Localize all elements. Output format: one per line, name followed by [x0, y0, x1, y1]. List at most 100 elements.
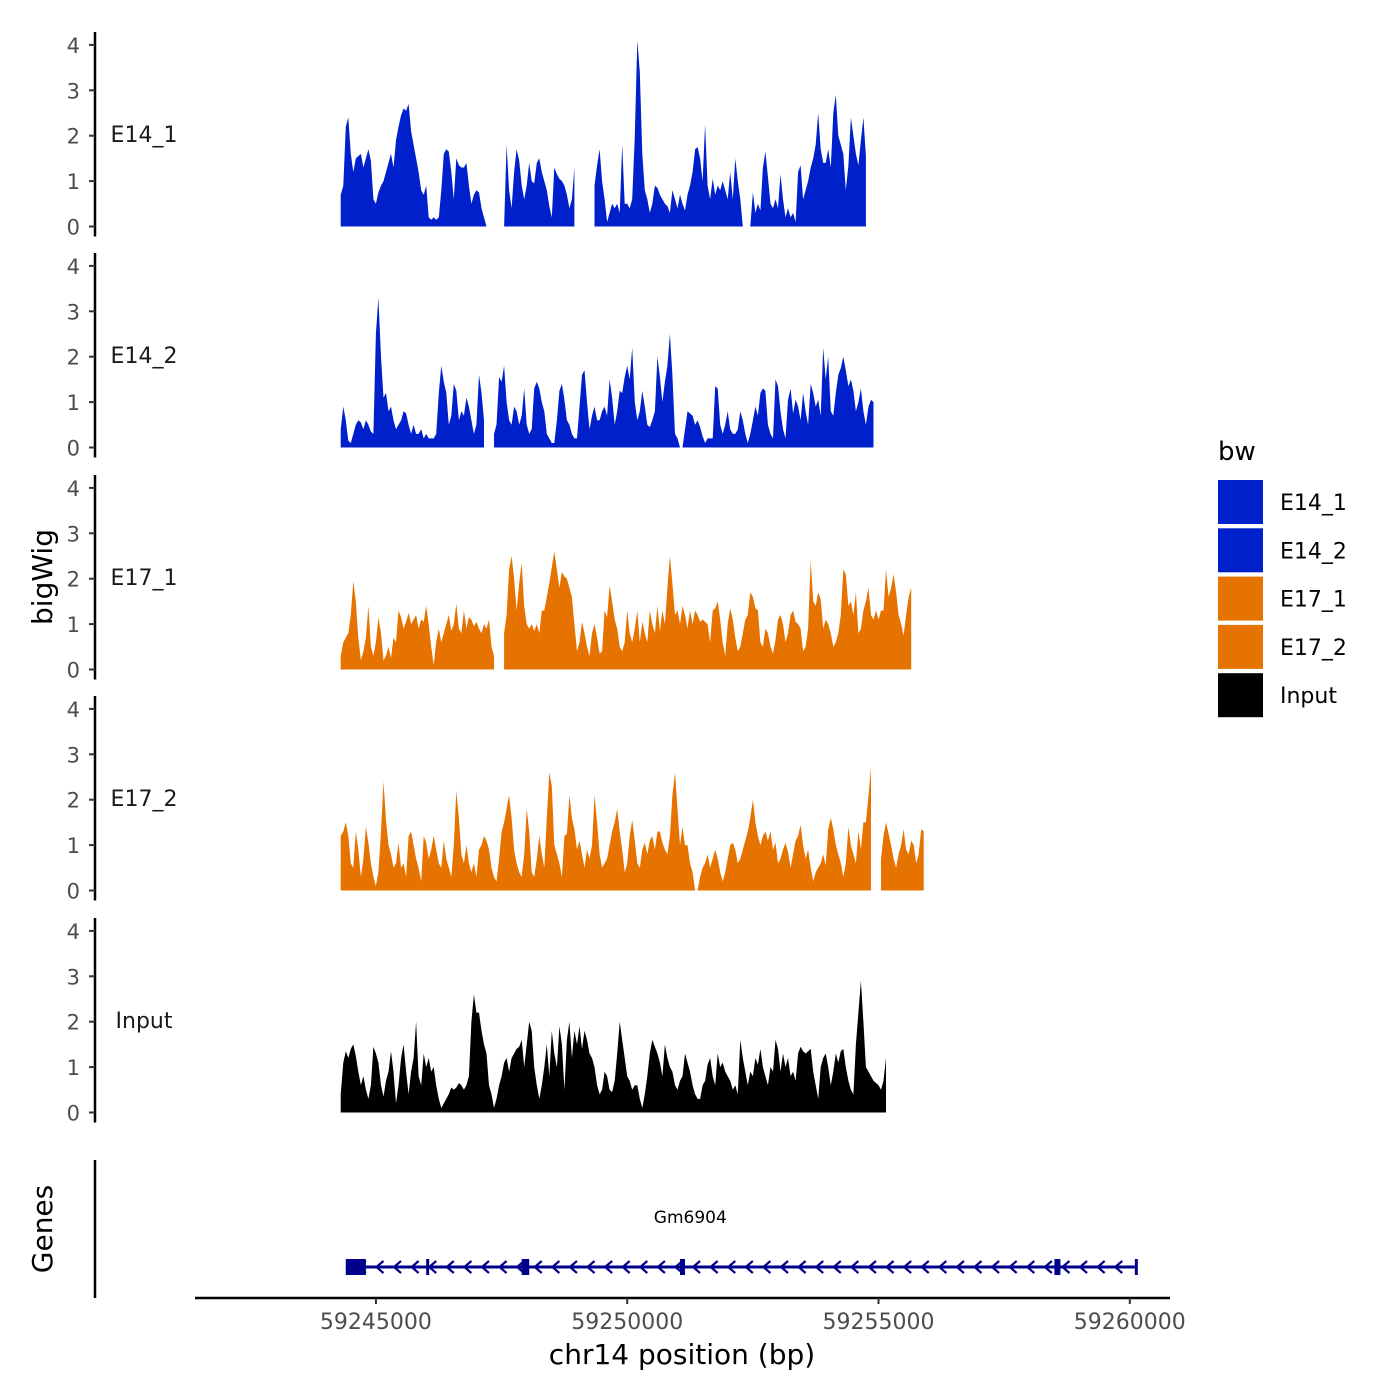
y-axis-label: bigWig [26, 529, 59, 625]
coverage-area-E14_1 [340, 103, 575, 227]
strand-arrow-icon [427, 1260, 437, 1274]
y-tick-label: 2 [67, 125, 80, 149]
y-tick-label: 0 [67, 880, 80, 904]
legend-label: E14_1 [1280, 491, 1347, 516]
y-tick-label: 2 [67, 346, 80, 370]
y-tick-label: 1 [67, 613, 80, 637]
x-tick-label: 59250000 [571, 1310, 683, 1335]
y-tick-label: 3 [67, 522, 80, 546]
x-axis: 59245000 59250000 59255000 59260000 [195, 1296, 1186, 1335]
coverage-area-E17_1 [504, 551, 912, 670]
genes-axis-label: Genes [26, 1185, 59, 1273]
strand-arrow-icon [462, 1260, 473, 1274]
strand-arrow-icon [884, 1260, 895, 1274]
strand-arrow-icon [550, 1260, 561, 1274]
strand-arrow-icon [638, 1260, 649, 1274]
strand-arrow-icon [497, 1260, 508, 1274]
y-tick-label: 3 [67, 300, 80, 324]
track-Input: 0 1 2 3 4 Input [67, 918, 886, 1126]
strand-arrow-icon [867, 1260, 877, 1274]
legend-swatch-E17_1 [1218, 576, 1263, 621]
strand-arrow-icon [902, 1260, 912, 1274]
y-tick-label: 0 [67, 1102, 80, 1126]
strand-arrow-icon [691, 1260, 701, 1274]
legend-label: E17_2 [1280, 636, 1347, 661]
gene-name: Gm6904 [654, 1208, 727, 1228]
strand-arrow-icon [1095, 1260, 1106, 1274]
coverage-area-Input [340, 980, 886, 1113]
strand-arrow-icon [656, 1260, 666, 1274]
strand-arrow-icon [1043, 1260, 1053, 1274]
x-axis-label: chr14 position (bp) [549, 1338, 815, 1371]
y-tick-label: 0 [67, 437, 80, 461]
strand-arrow-icon [761, 1260, 772, 1274]
strand-arrow-icon [374, 1260, 385, 1274]
legend-swatch-E17_2 [1218, 624, 1263, 669]
strand-arrow-icon [621, 1260, 631, 1274]
legend-title: bw [1218, 437, 1256, 467]
coverage-area-E14_1 [594, 40, 866, 227]
strand-arrow-icon [744, 1260, 754, 1274]
y-tick-label: 3 [67, 743, 80, 767]
exon [679, 1259, 686, 1275]
y-tick-label: 4 [67, 34, 80, 58]
strand-arrow-icon [990, 1260, 1000, 1274]
strand-arrow-icon [937, 1260, 948, 1274]
strand-arrow-icon [445, 1260, 455, 1274]
strand-arrow-icon [480, 1260, 490, 1274]
strand-arrow-icon [796, 1260, 807, 1274]
coverage-area-E17_1 [340, 581, 494, 670]
strand-arrow-icon [533, 1260, 543, 1274]
y-tick-label: 1 [67, 1056, 80, 1080]
strand-arrow-icon [409, 1260, 420, 1274]
exon [345, 1259, 366, 1275]
strand-arrow-icon [1060, 1260, 1071, 1274]
strand-arrow-icon [585, 1260, 596, 1274]
y-tick-label: 3 [67, 79, 80, 103]
track-E17_2: 0 1 2 3 4 E17_2 [67, 696, 924, 904]
x-tick-label: 59245000 [320, 1310, 432, 1335]
legend-label: E17_1 [1280, 588, 1347, 613]
strand-arrow-icon [1025, 1260, 1035, 1274]
strand-arrow-icon [955, 1260, 965, 1274]
y-tick-label: 0 [67, 659, 80, 683]
strand-arrow-icon [603, 1260, 613, 1274]
track-panels: 0 1 2 3 4 E14_1 0 1 2 3 4 E14_2 0 1 2 3 4 E17_1 0 1 2 3 4 E17_2… [67, 32, 924, 1126]
strand-arrow-icon [392, 1260, 402, 1274]
legend-label: E14_2 [1280, 539, 1347, 564]
y-tick-label: 1 [67, 391, 80, 415]
strand-arrow-icon [708, 1260, 719, 1274]
legend-label: Input [1280, 684, 1337, 709]
x-tick-label: 59260000 [1074, 1310, 1186, 1335]
y-tick-label: 4 [67, 920, 80, 944]
exon [1054, 1259, 1061, 1275]
strand-arrow-icon [779, 1260, 789, 1274]
exon [521, 1259, 530, 1275]
track-label: E17_2 [111, 787, 178, 812]
strand-arrow-icon [920, 1260, 930, 1274]
coverage-area-E17_2 [881, 822, 924, 891]
track-label: Input [116, 1009, 173, 1034]
track-label: E14_2 [111, 344, 178, 369]
strand-arrow-icon [972, 1260, 983, 1274]
track-E14_1: 0 1 2 3 4 E14_1 [67, 32, 866, 240]
coverage-area-E17_2 [340, 767, 871, 891]
strand-arrow-icon [1078, 1260, 1088, 1274]
strand-arrow-icon [726, 1260, 736, 1274]
exon [426, 1259, 430, 1275]
track-label: E14_1 [111, 123, 178, 148]
x-tick-label: 59255000 [823, 1310, 935, 1335]
y-tick-label: 2 [67, 568, 80, 592]
strand-arrow-icon [568, 1260, 578, 1274]
genes-panel: Gm6904 [93, 1160, 1138, 1298]
y-tick-label: 1 [67, 834, 80, 858]
strand-arrow-icon [832, 1260, 842, 1274]
coverage-area-E14_2 [494, 334, 874, 448]
strand-arrow-icon [849, 1260, 860, 1274]
exon [1134, 1259, 1138, 1275]
strand-arrow-icon [1113, 1260, 1123, 1274]
legend-swatch-E14_2 [1218, 528, 1263, 573]
y-tick-label: 0 [67, 216, 80, 240]
y-tick-label: 4 [67, 477, 80, 501]
